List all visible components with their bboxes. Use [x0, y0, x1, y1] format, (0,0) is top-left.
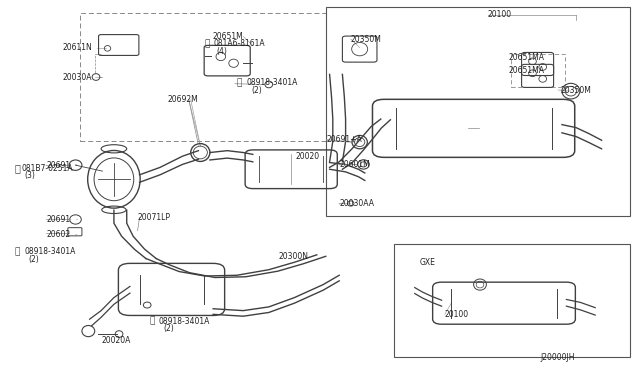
Text: 20350M: 20350M [561, 86, 591, 94]
Text: 20601M: 20601M [339, 160, 370, 169]
Text: 20602: 20602 [46, 230, 70, 239]
Text: Ⓝ: Ⓝ [149, 317, 154, 326]
Text: 20691+A: 20691+A [326, 135, 362, 144]
Text: 20100: 20100 [445, 310, 469, 319]
Text: (2): (2) [163, 324, 174, 333]
Text: J20000JH: J20000JH [541, 353, 575, 362]
Text: 20651M: 20651M [212, 32, 243, 41]
Text: 08918-3401A: 08918-3401A [24, 247, 76, 256]
Text: (3): (3) [24, 171, 35, 180]
Text: 20020A: 20020A [101, 336, 131, 345]
Text: 20692M: 20692M [168, 95, 198, 104]
Text: Ⓝ: Ⓝ [237, 78, 242, 87]
Text: 20691: 20691 [46, 161, 70, 170]
Text: 20300N: 20300N [278, 252, 308, 261]
Bar [326, 7, 630, 216]
Text: 20350M: 20350M [351, 35, 381, 44]
Text: (2): (2) [251, 86, 262, 94]
Text: 20030A: 20030A [63, 73, 92, 81]
Text: GXE: GXE [419, 258, 435, 267]
Text: 20100: 20100 [488, 10, 512, 19]
Text: 08918-3401A: 08918-3401A [159, 317, 210, 326]
Text: 20020: 20020 [296, 152, 320, 161]
Text: (4): (4) [216, 47, 227, 56]
Text: Ⓝ: Ⓝ [14, 247, 19, 256]
Text: 081B7-0251A: 081B7-0251A [22, 164, 74, 173]
Text: 20030AA: 20030AA [339, 199, 374, 208]
Text: 20611N: 20611N [63, 43, 92, 52]
Text: 20651MA: 20651MA [509, 53, 545, 62]
Bar [80, 13, 326, 141]
Text: 08918-3401A: 08918-3401A [246, 78, 298, 87]
Text: Ⓑ: Ⓑ [14, 163, 20, 173]
Text: Ⓑ: Ⓑ [205, 39, 210, 48]
Text: 081A6-8161A: 081A6-8161A [213, 39, 265, 48]
Bar [394, 244, 630, 357]
Text: (2): (2) [28, 255, 39, 264]
Text: 20651MA: 20651MA [509, 66, 545, 75]
Text: 20691: 20691 [46, 215, 70, 224]
Text: 20071LP: 20071LP [138, 213, 171, 222]
Bar [511, 54, 565, 87]
